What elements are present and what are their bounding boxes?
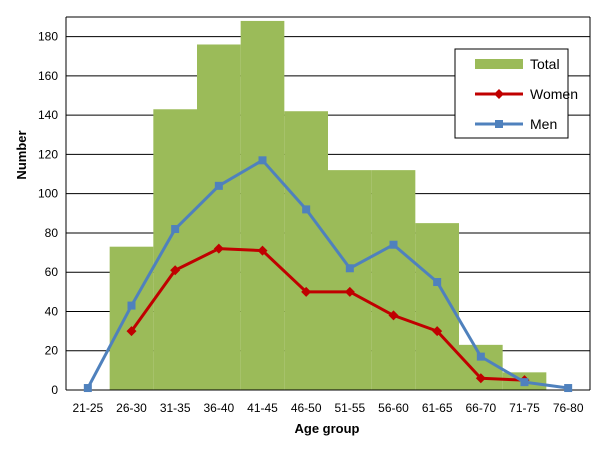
x-tick-label: 76-80: [553, 401, 584, 415]
y-tick-label: 80: [45, 226, 59, 240]
x-tick-label: 71-75: [509, 401, 540, 415]
legend-marker-men: [495, 120, 503, 128]
point-men: [476, 352, 485, 361]
point-men: [389, 240, 398, 249]
bar-total: [459, 344, 503, 390]
y-axis-title: Number: [14, 130, 29, 179]
legend-marker-women: [494, 89, 504, 99]
tick-labels: 0 20 40 60 80 100 120 140 160 180 21-25 26-30 31-35 3…: [38, 30, 584, 415]
x-tick-label: 21-25: [72, 401, 103, 415]
line-men: [86, 158, 569, 390]
y-tick-label: 20: [45, 344, 59, 358]
bar-total: [153, 109, 197, 390]
x-axis-title: Age group: [295, 421, 360, 436]
point-men: [171, 225, 180, 234]
legend-swatch-total: [475, 59, 523, 69]
point-women: [301, 286, 312, 297]
y-tick-label: 60: [45, 265, 59, 279]
legend-label-men: Men: [530, 116, 557, 132]
x-tick-label: 46-50: [291, 401, 322, 415]
point-women: [475, 373, 486, 384]
point-women: [257, 245, 268, 256]
x-tick-label: 41-45: [247, 401, 278, 415]
legend-label-total: Total: [530, 56, 560, 72]
point-men: [302, 205, 311, 214]
x-tick-label: 61-65: [422, 401, 453, 415]
y-tick-label: 140: [38, 108, 58, 122]
y-tick-label: 160: [38, 69, 58, 83]
bar-total: [371, 170, 416, 390]
x-tick-label: 56-60: [378, 401, 409, 415]
point-men: [433, 278, 442, 287]
point-women: [344, 286, 355, 297]
bar-total: [328, 170, 372, 390]
bar-total: [109, 246, 154, 390]
point-men: [520, 378, 529, 387]
x-tick-label: 36-40: [203, 401, 234, 415]
x-tick-label: 51-55: [334, 401, 365, 415]
y-tick-label: 0: [51, 383, 58, 397]
line-women: [130, 247, 525, 382]
y-tick-label: 120: [38, 147, 58, 161]
x-tick-label: 26-30: [116, 401, 147, 415]
point-women: [170, 265, 181, 276]
point-men: [564, 384, 573, 393]
bar-total: [284, 111, 328, 391]
y-tick-label: 100: [38, 187, 58, 201]
point-men: [345, 264, 354, 273]
axes: [65, 16, 591, 391]
point-women: [432, 326, 443, 337]
legend: Total Women Men: [454, 48, 578, 139]
point-women: [126, 326, 137, 337]
point-men: [83, 384, 92, 393]
x-tick-label: 31-35: [160, 401, 191, 415]
y-tick-label: 40: [45, 304, 59, 318]
legend-label-women: Women: [530, 86, 578, 102]
y-tick-label: 180: [38, 30, 58, 44]
bars-total: [109, 20, 547, 391]
point-men: [214, 181, 223, 190]
point-women: [388, 310, 399, 321]
point-women: [213, 243, 224, 254]
point-men: [258, 156, 267, 165]
bar-total: [240, 20, 285, 390]
bar-total: [197, 44, 241, 390]
point-men: [127, 301, 136, 310]
line-series: [83, 156, 573, 393]
x-tick-label: 66-70: [465, 401, 496, 415]
